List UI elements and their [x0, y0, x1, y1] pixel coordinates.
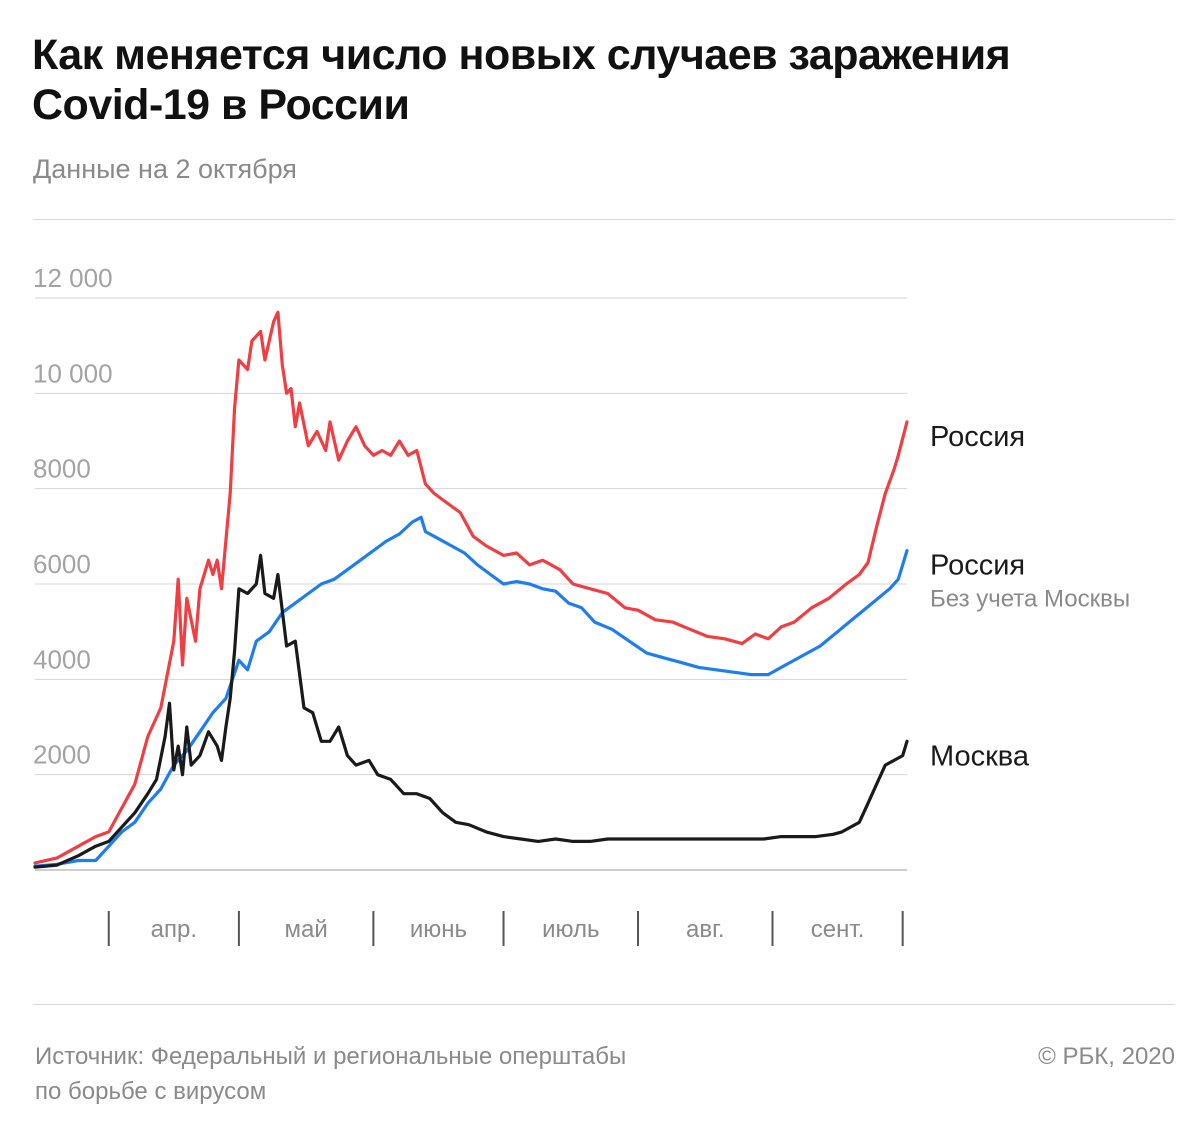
- y-tick-label: 10 000: [33, 358, 113, 388]
- x-tick-label: авг.: [686, 916, 725, 943]
- x-tick-label: апр.: [151, 916, 197, 943]
- series-layer: [33, 310, 909, 869]
- y-tick-label: 8000: [33, 454, 91, 484]
- series-line-1: [33, 515, 909, 868]
- y-axis-labels: 2000 4000 6000 8000 10 000 12 000: [33, 263, 113, 770]
- legend-layer: Россия Россия Без учета Москвы Москва: [930, 421, 1130, 772]
- x-tick-label: июнь: [410, 916, 467, 943]
- bottom-divider: [33, 1004, 1175, 1005]
- legend-label-2: Москва: [930, 740, 1030, 772]
- x-tick-label: май: [285, 916, 328, 943]
- title-line-1: Как меняется число новых случаев заражен…: [32, 31, 1011, 79]
- x-tick-label: сент.: [811, 916, 865, 943]
- copyright: © РБК, 2020: [1038, 1043, 1175, 1070]
- source-note: Источник: Федеральный и региональные опе…: [35, 1039, 626, 1109]
- source-line-2: по борьбе с вирусом: [35, 1078, 267, 1105]
- x-tick-label: июль: [542, 916, 599, 943]
- y-tick-label: 2000: [33, 740, 91, 770]
- chart: 2000 4000 6000 8000 10 000 12 000 апр. май июнь…: [33, 263, 1130, 946]
- title-line-2: Covid-19 в России: [32, 81, 410, 129]
- y-tick-label: 6000: [33, 549, 91, 579]
- series-line-0: [33, 310, 909, 865]
- source-line-1: Источник: Федеральный и региональные опе…: [35, 1043, 627, 1070]
- page-title: Как меняется число новых случаев заражен…: [32, 30, 1162, 130]
- legend-label-1: Россия: [930, 550, 1025, 582]
- y-tick-label: 12 000: [33, 263, 113, 293]
- page-subtitle: Данные на 2 октября: [33, 154, 297, 184]
- y-tick-label: 4000: [33, 644, 91, 674]
- x-axis: апр. май июнь июль авг. сент.: [107, 911, 904, 946]
- grid-layer: [35, 297, 907, 871]
- legend-label-0: Россия: [930, 421, 1025, 453]
- top-divider: [33, 219, 1175, 220]
- legend-sublabel-1: Без учета Москвы: [930, 586, 1130, 613]
- series-line-2: [33, 553, 909, 869]
